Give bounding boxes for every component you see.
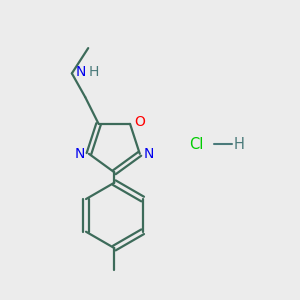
Text: Cl: Cl <box>189 136 203 152</box>
Text: N: N <box>75 147 85 161</box>
Text: H: H <box>233 136 244 152</box>
Text: N: N <box>75 65 86 79</box>
Text: N: N <box>143 147 154 161</box>
Text: H: H <box>88 65 99 79</box>
Text: O: O <box>134 116 146 129</box>
